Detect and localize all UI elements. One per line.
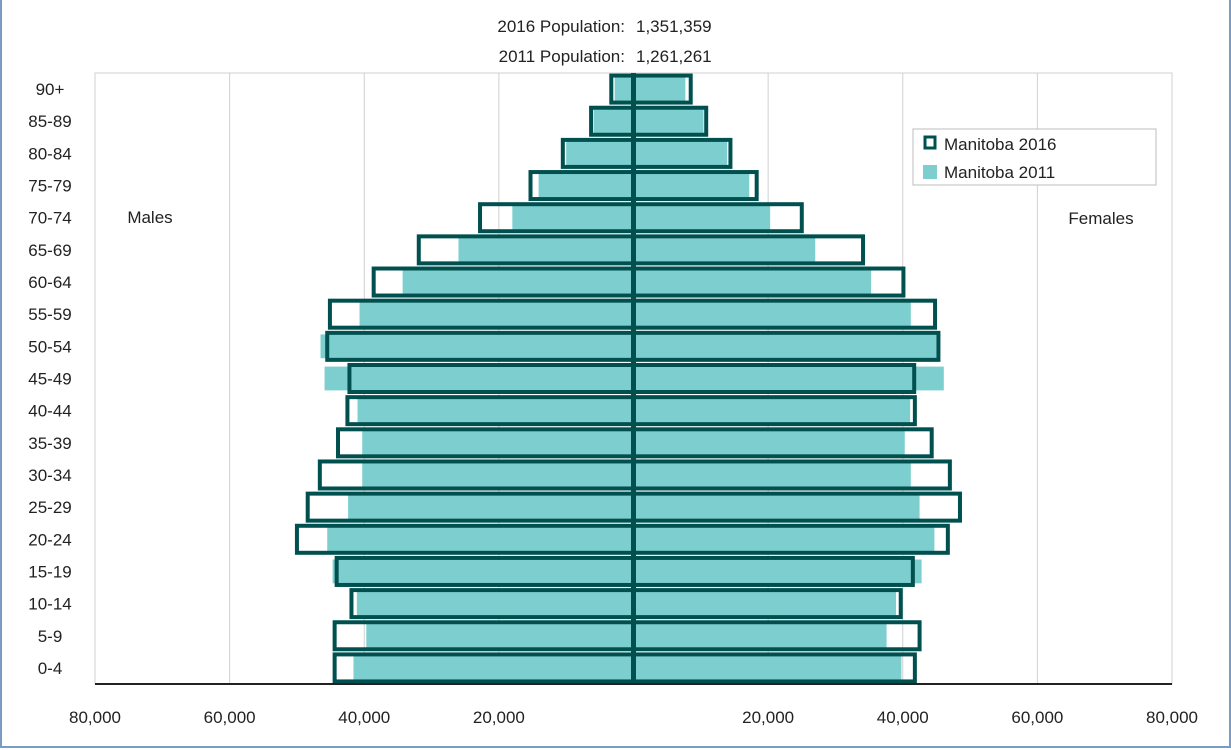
x-tick-label: 40,000 xyxy=(338,708,390,727)
title-line-2011-label: 2011 Population: xyxy=(499,47,625,66)
bar-2011-male-50-54 xyxy=(320,334,634,359)
bar-2011-male-5-9 xyxy=(366,623,634,648)
y-tick-label: 40-44 xyxy=(28,402,71,421)
bar-2011-male-45-49 xyxy=(324,366,634,391)
bar-2011-male-30-34 xyxy=(362,463,634,487)
bar-2011-male-85-89 xyxy=(593,109,634,134)
bar-2011-female-25-29 xyxy=(633,495,920,520)
x-tick-label: 80,000 xyxy=(69,708,121,727)
females-label: Females xyxy=(1068,209,1133,228)
bar-2011-female-55-59 xyxy=(633,302,911,327)
bar-2011-female-20-24 xyxy=(633,527,935,552)
title-line-2016-value: 1,351,359 xyxy=(636,17,712,36)
bar-2011-male-40-44 xyxy=(357,398,634,423)
y-tick-label: 15-19 xyxy=(28,562,71,581)
bar-2011-female-65-69 xyxy=(633,237,816,262)
bar-2011-male-10-14 xyxy=(356,591,634,616)
bar-2011-male-55-59 xyxy=(359,302,634,327)
legend-label-2016: Manitoba 2016 xyxy=(944,135,1056,154)
bar-2011-female-40-44 xyxy=(633,398,911,423)
bar-2011-female-90+ xyxy=(633,77,686,101)
bar-2011-male-35-39 xyxy=(362,430,634,455)
bar-2011-female-80-84 xyxy=(633,141,728,166)
y-tick-label: 0-4 xyxy=(38,659,63,678)
x-tick-label: 40,000 xyxy=(877,708,929,727)
bar-2011-male-15-19 xyxy=(332,559,634,584)
legend: Manitoba 2016 Manitoba 2011 xyxy=(912,128,1157,186)
bar-2011-female-0-4 xyxy=(633,656,902,680)
y-tick-label: 65-69 xyxy=(28,241,71,260)
y-tick-label: 35-39 xyxy=(28,434,71,453)
x-tick-label: 60,000 xyxy=(1011,708,1063,727)
bar-2011-male-80-84 xyxy=(566,141,634,166)
chart-title: 2016 Population: 1,351,359 2011 Populati… xyxy=(497,17,711,66)
series-2011-bars xyxy=(320,77,944,680)
y-tick-label: 85-89 xyxy=(28,112,71,131)
y-tick-label: 20-24 xyxy=(28,530,71,549)
y-tick-label: 5-9 xyxy=(38,627,63,646)
bar-2011-male-60-64 xyxy=(402,270,634,294)
bar-2011-female-30-34 xyxy=(633,463,911,487)
bar-2011-female-45-49 xyxy=(633,366,944,391)
y-tick-label: 25-29 xyxy=(28,498,71,517)
y-tick-label: 80-84 xyxy=(28,144,71,163)
bar-2011-female-70-74 xyxy=(633,205,771,230)
y-tick-label: 30-34 xyxy=(28,466,71,485)
bar-2011-male-70-74 xyxy=(512,205,634,230)
x-tick-label: 60,000 xyxy=(204,708,256,727)
bar-2011-male-90+ xyxy=(614,77,634,101)
bar-2011-female-85-89 xyxy=(633,109,704,134)
bar-2011-female-35-39 xyxy=(633,430,905,455)
bar-2011-male-0-4 xyxy=(353,656,634,680)
title-line-2011-value: 1,261,261 xyxy=(636,47,712,66)
y-axis-labels: 0-4 5-9 10-14 15-19 20-24 25-29 30-34 35-39 40-4… xyxy=(28,80,71,678)
y-tick-label: 45-49 xyxy=(28,370,71,389)
y-tick-label: 50-54 xyxy=(28,337,71,356)
y-tick-label: 55-59 xyxy=(28,305,71,324)
bar-2011-female-50-54 xyxy=(633,334,937,359)
legend-box xyxy=(912,128,1157,186)
y-tick-label: 90+ xyxy=(36,80,65,99)
y-tick-label: 70-74 xyxy=(28,209,71,228)
axes xyxy=(95,73,1172,685)
x-tick-label: 20,000 xyxy=(742,708,794,727)
bar-2011-male-75-79 xyxy=(538,173,634,198)
males-label: Males xyxy=(127,208,172,227)
bar-2011-female-10-14 xyxy=(633,591,897,616)
bar-2011-female-60-64 xyxy=(633,270,872,294)
x-tick-label: 80,000 xyxy=(1146,708,1198,727)
bar-2011-male-25-29 xyxy=(348,495,634,520)
bar-2011-male-20-24 xyxy=(327,527,634,552)
bar-2011-female-5-9 xyxy=(633,623,887,648)
title-line-2016-label: 2016 Population: xyxy=(497,17,625,36)
bar-2011-female-15-19 xyxy=(633,559,922,584)
bar-2011-male-65-69 xyxy=(458,237,634,262)
legend-swatch-2011 xyxy=(923,165,937,179)
x-tick-label: 20,000 xyxy=(473,708,525,727)
legend-label-2011: Manitoba 2011 xyxy=(944,163,1055,182)
y-tick-label: 60-64 xyxy=(28,273,71,292)
legend-swatch-2016 xyxy=(923,135,937,150)
x-axis-labels: 80,000 60,000 40,000 20,000 20,000 40,000 60,0… xyxy=(69,708,1198,727)
y-tick-label: 10-14 xyxy=(28,595,71,614)
bar-2011-female-75-79 xyxy=(633,173,750,198)
y-tick-label: 75-79 xyxy=(28,177,71,196)
